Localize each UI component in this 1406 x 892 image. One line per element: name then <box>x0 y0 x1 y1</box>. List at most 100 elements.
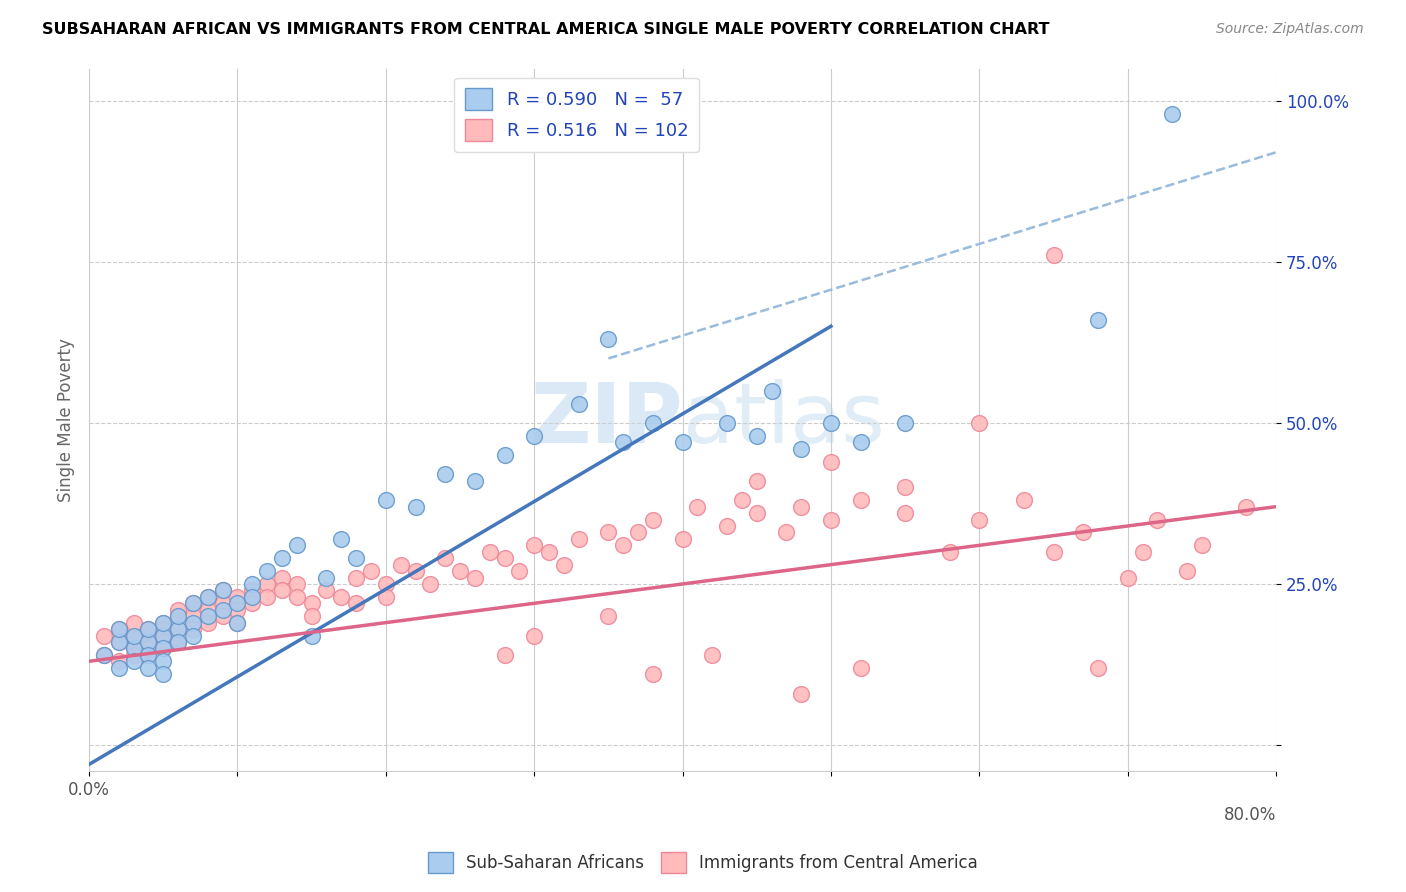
Point <box>508 564 530 578</box>
Point <box>641 667 664 681</box>
Point <box>181 622 204 636</box>
Point <box>1236 500 1258 514</box>
Point <box>820 454 842 468</box>
Point <box>1042 545 1064 559</box>
Point <box>122 648 145 662</box>
Point <box>152 654 174 668</box>
Point <box>745 506 768 520</box>
Point <box>405 564 427 578</box>
Point <box>240 583 263 598</box>
Legend: R = 0.590   N =  57, R = 0.516   N = 102: R = 0.590 N = 57, R = 0.516 N = 102 <box>454 78 699 153</box>
Point <box>107 622 129 636</box>
Point <box>256 577 278 591</box>
Point <box>1146 512 1168 526</box>
Point <box>330 532 353 546</box>
Point <box>1191 538 1213 552</box>
Point <box>330 590 353 604</box>
Point <box>107 654 129 668</box>
Point <box>686 500 709 514</box>
Point <box>301 609 323 624</box>
Point <box>152 615 174 630</box>
Point <box>152 622 174 636</box>
Point <box>285 538 308 552</box>
Point <box>152 641 174 656</box>
Point <box>226 615 249 630</box>
Point <box>849 661 872 675</box>
Point <box>107 622 129 636</box>
Point <box>1132 545 1154 559</box>
Point <box>138 648 160 662</box>
Point <box>138 622 160 636</box>
Point <box>641 512 664 526</box>
Point <box>256 590 278 604</box>
Point <box>285 590 308 604</box>
Point <box>93 648 115 662</box>
Point <box>226 590 249 604</box>
Point <box>138 635 160 649</box>
Point <box>671 435 693 450</box>
Point <box>107 635 129 649</box>
Point <box>553 558 575 572</box>
Point <box>849 435 872 450</box>
Point <box>494 551 516 566</box>
Point <box>702 648 724 662</box>
Point <box>641 416 664 430</box>
Point <box>419 577 441 591</box>
Point <box>211 583 233 598</box>
Point <box>167 609 190 624</box>
Point <box>775 525 797 540</box>
Point <box>197 615 219 630</box>
Point <box>716 519 738 533</box>
Point <box>434 467 457 482</box>
Point <box>894 416 917 430</box>
Point <box>138 641 160 656</box>
Point <box>969 512 991 526</box>
Point <box>271 551 294 566</box>
Point <box>537 545 560 559</box>
Point <box>849 493 872 508</box>
Point <box>1175 564 1198 578</box>
Point <box>181 609 204 624</box>
Point <box>138 622 160 636</box>
Point <box>107 661 129 675</box>
Point <box>820 416 842 430</box>
Point <box>434 551 457 566</box>
Point <box>301 628 323 642</box>
Point <box>449 564 471 578</box>
Point <box>271 583 294 598</box>
Point <box>716 416 738 430</box>
Point <box>152 641 174 656</box>
Point <box>122 615 145 630</box>
Point <box>197 590 219 604</box>
Point <box>138 635 160 649</box>
Point <box>790 442 813 456</box>
Legend: Sub-Saharan Africans, Immigrants from Central America: Sub-Saharan Africans, Immigrants from Ce… <box>422 846 984 880</box>
Point <box>167 603 190 617</box>
Point <box>240 577 263 591</box>
Point <box>374 590 396 604</box>
Point <box>671 532 693 546</box>
Point <box>211 596 233 610</box>
Point <box>494 448 516 462</box>
Point <box>523 538 546 552</box>
Point <box>226 603 249 617</box>
Point <box>612 435 634 450</box>
Point <box>181 596 204 610</box>
Point <box>344 551 367 566</box>
Point <box>464 474 486 488</box>
Point <box>1071 525 1094 540</box>
Point <box>167 635 190 649</box>
Point <box>226 615 249 630</box>
Point <box>152 635 174 649</box>
Point <box>197 590 219 604</box>
Point <box>122 628 145 642</box>
Point <box>122 641 145 656</box>
Point <box>1161 106 1184 120</box>
Point <box>122 654 145 668</box>
Point <box>344 596 367 610</box>
Point <box>1116 570 1139 584</box>
Point <box>152 615 174 630</box>
Text: atlas: atlas <box>682 379 884 460</box>
Point <box>494 648 516 662</box>
Point <box>197 609 219 624</box>
